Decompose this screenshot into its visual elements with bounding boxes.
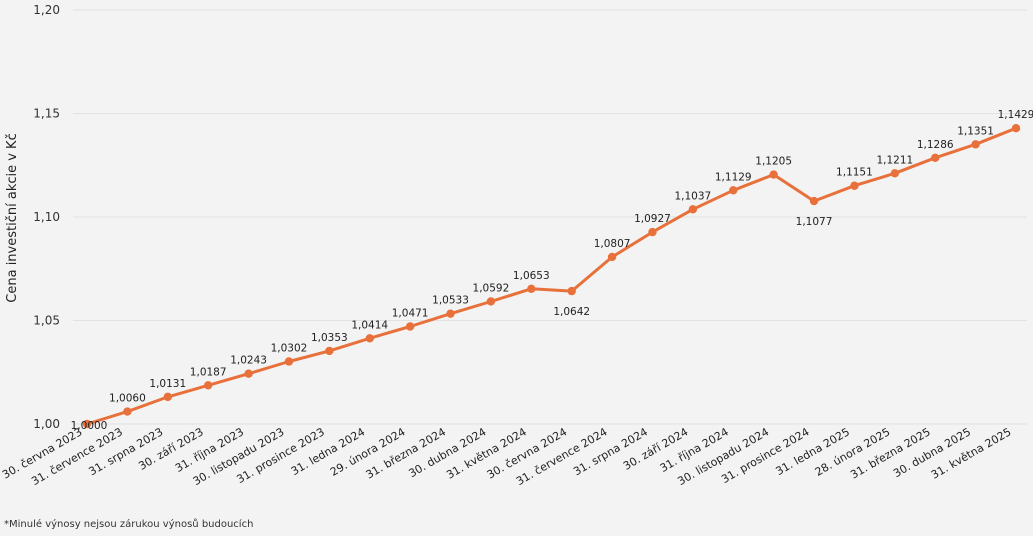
data-point xyxy=(567,286,576,296)
series-line xyxy=(85,126,1018,426)
data-label: 1,0533 xyxy=(432,295,469,307)
gridlines xyxy=(73,9,1027,425)
data-point xyxy=(446,309,455,318)
data-point xyxy=(123,407,132,416)
data-label: 1,1037 xyxy=(674,190,711,202)
data-label: 1,1351 xyxy=(957,125,994,137)
y-tick-label: 1,10 xyxy=(33,210,60,224)
data-label: 1,1211 xyxy=(876,154,913,166)
data-label: 1,0187 xyxy=(190,366,227,378)
price-line-chart: 1,00 1,05 1,10 1,15 1,20 Cena investiční akc… xyxy=(0,3,1033,488)
data-point xyxy=(405,322,415,331)
data-label: 1,0131 xyxy=(149,378,186,390)
data-label: 1,1286 xyxy=(917,139,954,151)
y-tick-label: 1,05 xyxy=(33,314,60,328)
data-label: 1,0807 xyxy=(594,238,631,250)
data-label: 1,0060 xyxy=(109,393,146,405)
data-label: 1,0000 xyxy=(71,420,108,432)
data-point xyxy=(809,196,819,206)
data-point xyxy=(163,392,172,402)
data-point xyxy=(931,153,940,162)
data-point xyxy=(82,419,92,429)
data-point xyxy=(769,170,778,179)
footnote: *Minulé výnosy nejsou zárukou výnosů bud… xyxy=(4,519,254,530)
data-point xyxy=(729,186,738,195)
data-point xyxy=(971,140,980,149)
data-point xyxy=(890,169,900,178)
data-point xyxy=(284,357,294,366)
y-tick-label: 1,00 xyxy=(33,417,60,431)
data-point xyxy=(325,346,334,356)
data-label: 1,0471 xyxy=(392,308,429,320)
data-point xyxy=(688,205,698,214)
y-tick-label: 1,15 xyxy=(33,107,60,121)
data-point xyxy=(607,252,617,262)
data-label: 1,0353 xyxy=(311,332,348,344)
y-axis: 1,00 1,05 1,10 1,15 1,20 xyxy=(33,3,60,431)
data-label: 1,0302 xyxy=(271,342,308,354)
data-label: 1,0653 xyxy=(513,270,550,282)
data-label: 1,1429 xyxy=(998,109,1033,121)
data-label: 1,1205 xyxy=(755,156,792,168)
data-label: 1,0243 xyxy=(230,355,267,367)
data-label: 1,0414 xyxy=(351,319,388,331)
data-point xyxy=(365,334,374,343)
data-point xyxy=(648,227,657,237)
data-points xyxy=(82,123,1021,429)
data-label: 1,0927 xyxy=(634,213,671,225)
data-point xyxy=(244,369,253,378)
data-label: 1,0642 xyxy=(553,306,590,318)
data-point xyxy=(203,381,213,390)
data-label: 1,1151 xyxy=(836,167,873,179)
y-tick-label: 1,20 xyxy=(33,3,60,17)
data-point xyxy=(486,297,496,306)
data-point xyxy=(1011,123,1021,133)
data-label: 1,1077 xyxy=(796,216,833,228)
series-polyline xyxy=(85,126,1018,426)
y-axis-label: Cena investiční akcie v Kč xyxy=(5,133,20,302)
data-label: 1,0592 xyxy=(473,282,510,294)
data-point xyxy=(850,181,859,190)
data-label: 1,1129 xyxy=(715,171,752,183)
data-point xyxy=(527,284,536,294)
